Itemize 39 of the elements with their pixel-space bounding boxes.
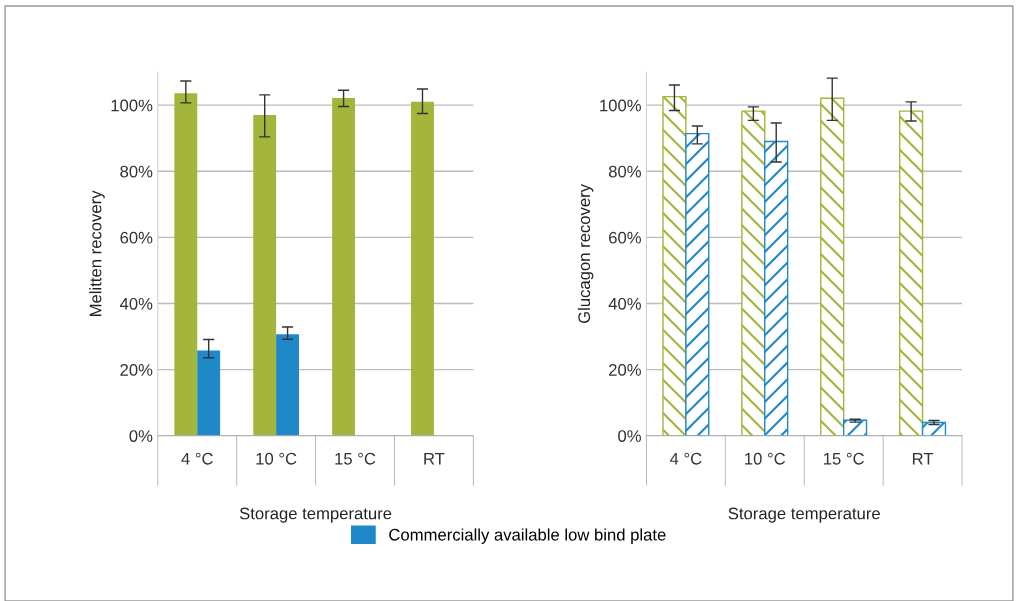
- y-tick-label: 100%: [111, 99, 153, 112]
- x-tick-label: 10 °C: [256, 452, 297, 465]
- bar: [411, 101, 434, 436]
- y-tick-label: 20%: [609, 364, 641, 376]
- legend-label: Commercially available low bind plate: [389, 528, 666, 544]
- bar: [741, 110, 766, 436]
- y-tick-label: 20%: [120, 364, 153, 376]
- y-tick-label: 100%: [600, 99, 641, 112]
- bar: [174, 93, 198, 436]
- x-tick-label: 10 °C: [745, 452, 786, 465]
- x-tick-label: RT: [912, 453, 934, 465]
- bar: [898, 110, 924, 436]
- x-axis-title: Storage temperature: [728, 507, 880, 523]
- y-axis-title: Melitten recovery: [89, 190, 105, 316]
- y-tick-label: 40%: [119, 297, 153, 310]
- y-axis-title: Glucagon recovery: [577, 184, 594, 324]
- y-tick-label: 60%: [120, 231, 153, 244]
- x-tick-label: 15 °C: [335, 452, 376, 465]
- y-tick-label: 80%: [608, 165, 641, 178]
- bar: [197, 350, 221, 436]
- x-tick-label: RT: [424, 453, 445, 465]
- x-tick-label: 4 °C: [669, 452, 702, 465]
- y-tick-label: 0%: [618, 430, 641, 442]
- bar: [253, 115, 277, 436]
- bar: [921, 421, 947, 436]
- bar: [662, 95, 687, 436]
- bar: [842, 419, 868, 436]
- y-tick-label: 0%: [129, 430, 153, 442]
- bar: [685, 132, 710, 436]
- x-tick-label: 15 °C: [824, 452, 864, 465]
- x-tick-label: 4 °C: [181, 452, 213, 465]
- x-axis-title: Storage temperature: [239, 507, 392, 523]
- y-tick-label: 40%: [608, 297, 641, 310]
- y-tick-label: 60%: [609, 231, 641, 244]
- bar: [332, 97, 356, 436]
- bar: [820, 97, 845, 436]
- bar: [276, 334, 300, 436]
- bar: [764, 140, 789, 436]
- y-tick-label: 80%: [120, 165, 153, 178]
